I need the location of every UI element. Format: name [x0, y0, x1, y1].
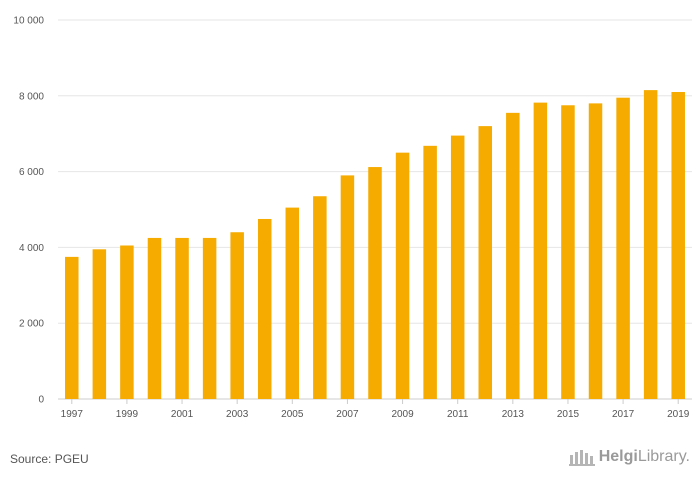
helgilibrary-logo[interactable]: HelgiLibrary. [568, 448, 690, 466]
bar-2000 [147, 237, 162, 399]
y-tick-label: 8 000 [19, 91, 44, 102]
x-tick-label: 2013 [502, 409, 525, 420]
x-tick-label: 2003 [226, 409, 249, 420]
logo-text-light: Library. [637, 448, 690, 465]
x-tick-label: 2009 [391, 409, 414, 420]
bar-2001 [175, 237, 189, 399]
bar-2014 [533, 102, 548, 399]
y-tick-label: 10 000 [13, 16, 44, 27]
bar-chart: 0 2 000 4 000 6 000 8 000 10 000 1997 1999 2001… [13, 16, 692, 420]
source-note: Source: PGEU [10, 452, 89, 466]
x-tick-label: 2015 [557, 409, 580, 420]
bar-2018 [643, 90, 658, 400]
bar-2011 [450, 135, 465, 399]
bar-2019 [671, 92, 685, 399]
bar-2012 [478, 126, 493, 400]
x-tick-label: 2005 [281, 409, 304, 420]
x-tick-label: 1997 [61, 409, 84, 420]
building-icon [568, 450, 595, 466]
bar-2003 [230, 232, 244, 399]
bar-2016 [588, 103, 603, 399]
bar-2009 [395, 152, 410, 399]
logo-text-strong: Helgi [598, 448, 638, 465]
bar-2008 [368, 167, 382, 399]
y-tick-label: 6 000 [19, 167, 44, 178]
x-tick-label: 2019 [667, 409, 690, 420]
bar-2004 [257, 218, 272, 399]
x-axis-ticks: 1997 1999 2001 2003 2005 2007 2009 2011 2013 2015… [61, 399, 690, 420]
y-tick-label: 4 000 [19, 243, 44, 254]
x-tick-label: 2011 [447, 409, 469, 420]
x-tick-label: 2007 [336, 409, 359, 420]
x-tick-label: 2017 [612, 409, 635, 420]
bar-2002 [202, 237, 217, 399]
y-tick-label: 0 [38, 395, 44, 406]
bar-2013 [506, 112, 520, 399]
bar-2015 [561, 105, 575, 400]
bar-2007 [340, 175, 355, 399]
bar-1998 [92, 249, 107, 399]
bar-1999 [120, 245, 134, 399]
y-tick-label: 2 000 [19, 319, 44, 330]
bars [65, 90, 685, 400]
bar-1997 [65, 256, 79, 399]
bar-2005 [285, 207, 300, 399]
bar-2006 [313, 196, 327, 399]
y-axis-ticks: 0 2 000 4 000 6 000 8 000 10 000 [13, 16, 44, 406]
x-tick-label: 2001 [171, 409, 194, 420]
bar-2010 [423, 145, 437, 399]
bar-2017 [616, 97, 630, 399]
x-tick-label: 1999 [116, 409, 139, 420]
